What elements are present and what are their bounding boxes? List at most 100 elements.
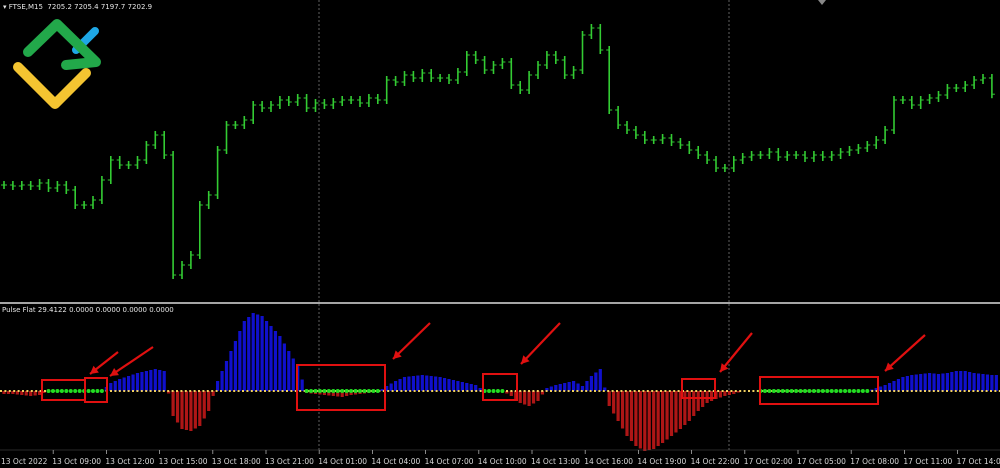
- price-bar: [891, 96, 897, 134]
- highlight-box: [84, 377, 108, 403]
- histogram-bar: [394, 381, 398, 391]
- arrow-icon: [884, 334, 926, 372]
- price-bar: [846, 146, 853, 156]
- price-bar: [784, 151, 791, 161]
- price-bar: [9, 181, 16, 190]
- histogram-bar: [260, 316, 264, 391]
- shift-marker-icon[interactable]: [818, 0, 826, 5]
- price-bar: [561, 56, 568, 79]
- histogram-bar: [113, 381, 117, 391]
- histogram-bar: [643, 391, 647, 451]
- price-bar: [588, 24, 595, 39]
- histogram-bar: [928, 373, 932, 391]
- price-bar: [766, 148, 773, 159]
- histogram-bar: [545, 388, 549, 391]
- histogram-bar: [896, 379, 901, 391]
- time-tick-label: 13 Oct 15:00: [159, 457, 208, 466]
- histogram-bar: [603, 387, 607, 391]
- time-tick-label: 14 Oct 07:00: [425, 457, 474, 466]
- histogram-bar: [434, 376, 438, 391]
- price-bar: [339, 96, 346, 106]
- histogram-bar: [189, 391, 193, 431]
- arrow-head: [90, 365, 99, 374]
- histogram-bar: [224, 361, 229, 391]
- indicator-zero-line: [0, 389, 1000, 393]
- histogram-bar: [976, 373, 981, 391]
- flat-dot: [811, 389, 816, 393]
- histogram-bar: [732, 391, 736, 394]
- histogram-bar: [656, 391, 660, 446]
- flat-dot: [865, 389, 870, 393]
- flat-dot: [344, 389, 349, 393]
- histogram-bar: [198, 391, 202, 426]
- histogram-bar: [153, 369, 157, 391]
- price-bar: [392, 76, 399, 86]
- price-bar: [873, 136, 880, 149]
- price-bar: [748, 151, 755, 161]
- histogram-bar: [625, 391, 629, 436]
- price-bar: [63, 181, 70, 194]
- histogram-bar: [620, 391, 625, 429]
- histogram-bar: [718, 391, 723, 398]
- histogram-bar: [598, 369, 602, 391]
- arrow-icon: [89, 351, 119, 375]
- flat-dot: [59, 389, 64, 393]
- price-bar: [161, 131, 168, 159]
- price-bar: [953, 84, 960, 92]
- flat-dot: [794, 389, 799, 393]
- highlight-box: [759, 376, 879, 405]
- histogram-bar: [567, 382, 571, 391]
- histogram-bar: [883, 385, 887, 391]
- price-bar: [864, 141, 871, 152]
- flat-dot: [807, 389, 812, 393]
- dropdown-triangle-icon[interactable]: ▾: [3, 3, 9, 11]
- arrow-icon: [719, 332, 753, 373]
- highlight-box: [681, 378, 716, 399]
- histogram-bar: [207, 391, 211, 411]
- histogram-bar: [612, 391, 616, 414]
- histogram-bar: [229, 351, 233, 391]
- chart-header: ▾ FTSE,M15 7205.2 7205.4 7197.7 7202.9: [3, 3, 152, 11]
- arrow-head: [885, 362, 894, 371]
- price-bar: [241, 116, 248, 129]
- price-bar: [899, 96, 906, 104]
- histogram-bar: [407, 376, 411, 391]
- histogram-bar: [158, 370, 162, 391]
- price-bar: [36, 179, 43, 190]
- histogram-bar: [674, 391, 678, 433]
- price-bar: [757, 151, 764, 159]
- histogram-bar: [242, 321, 246, 391]
- price-bar: [383, 76, 390, 104]
- histogram-bar: [692, 391, 696, 416]
- histogram-bar: [149, 370, 153, 391]
- price-bar: [721, 164, 728, 172]
- time-tick-label: 13 Oct 2022: [1, 457, 48, 466]
- histogram-bar: [340, 391, 344, 397]
- price-bar: [802, 151, 808, 162]
- histogram-bar: [923, 373, 927, 391]
- histogram-bar: [469, 384, 473, 391]
- histogram-bar: [216, 381, 220, 391]
- histogram-bar: [919, 374, 923, 391]
- histogram-bar: [518, 391, 522, 403]
- price-bar: [828, 151, 835, 161]
- arrow-shaft: [109, 346, 154, 377]
- price-bar: [463, 51, 470, 76]
- flat-dot: [803, 389, 807, 393]
- price-bar: [980, 74, 986, 84]
- price-bar: [125, 161, 132, 169]
- histogram-bar: [968, 372, 972, 391]
- time-tick-label: 14 Oct 16:00: [584, 457, 633, 466]
- flat-dot: [331, 389, 336, 393]
- price-bar: [179, 261, 185, 279]
- histogram-bar: [389, 383, 393, 391]
- time-tick-label: 13 Oct 12:00: [105, 457, 154, 466]
- price-bar: [285, 96, 292, 106]
- histogram-bar: [282, 343, 286, 391]
- arrow-icon: [392, 322, 431, 360]
- histogram-bar: [442, 378, 447, 391]
- flat-dot: [99, 389, 104, 393]
- price-bar: [704, 151, 711, 164]
- price-bar: [641, 131, 648, 144]
